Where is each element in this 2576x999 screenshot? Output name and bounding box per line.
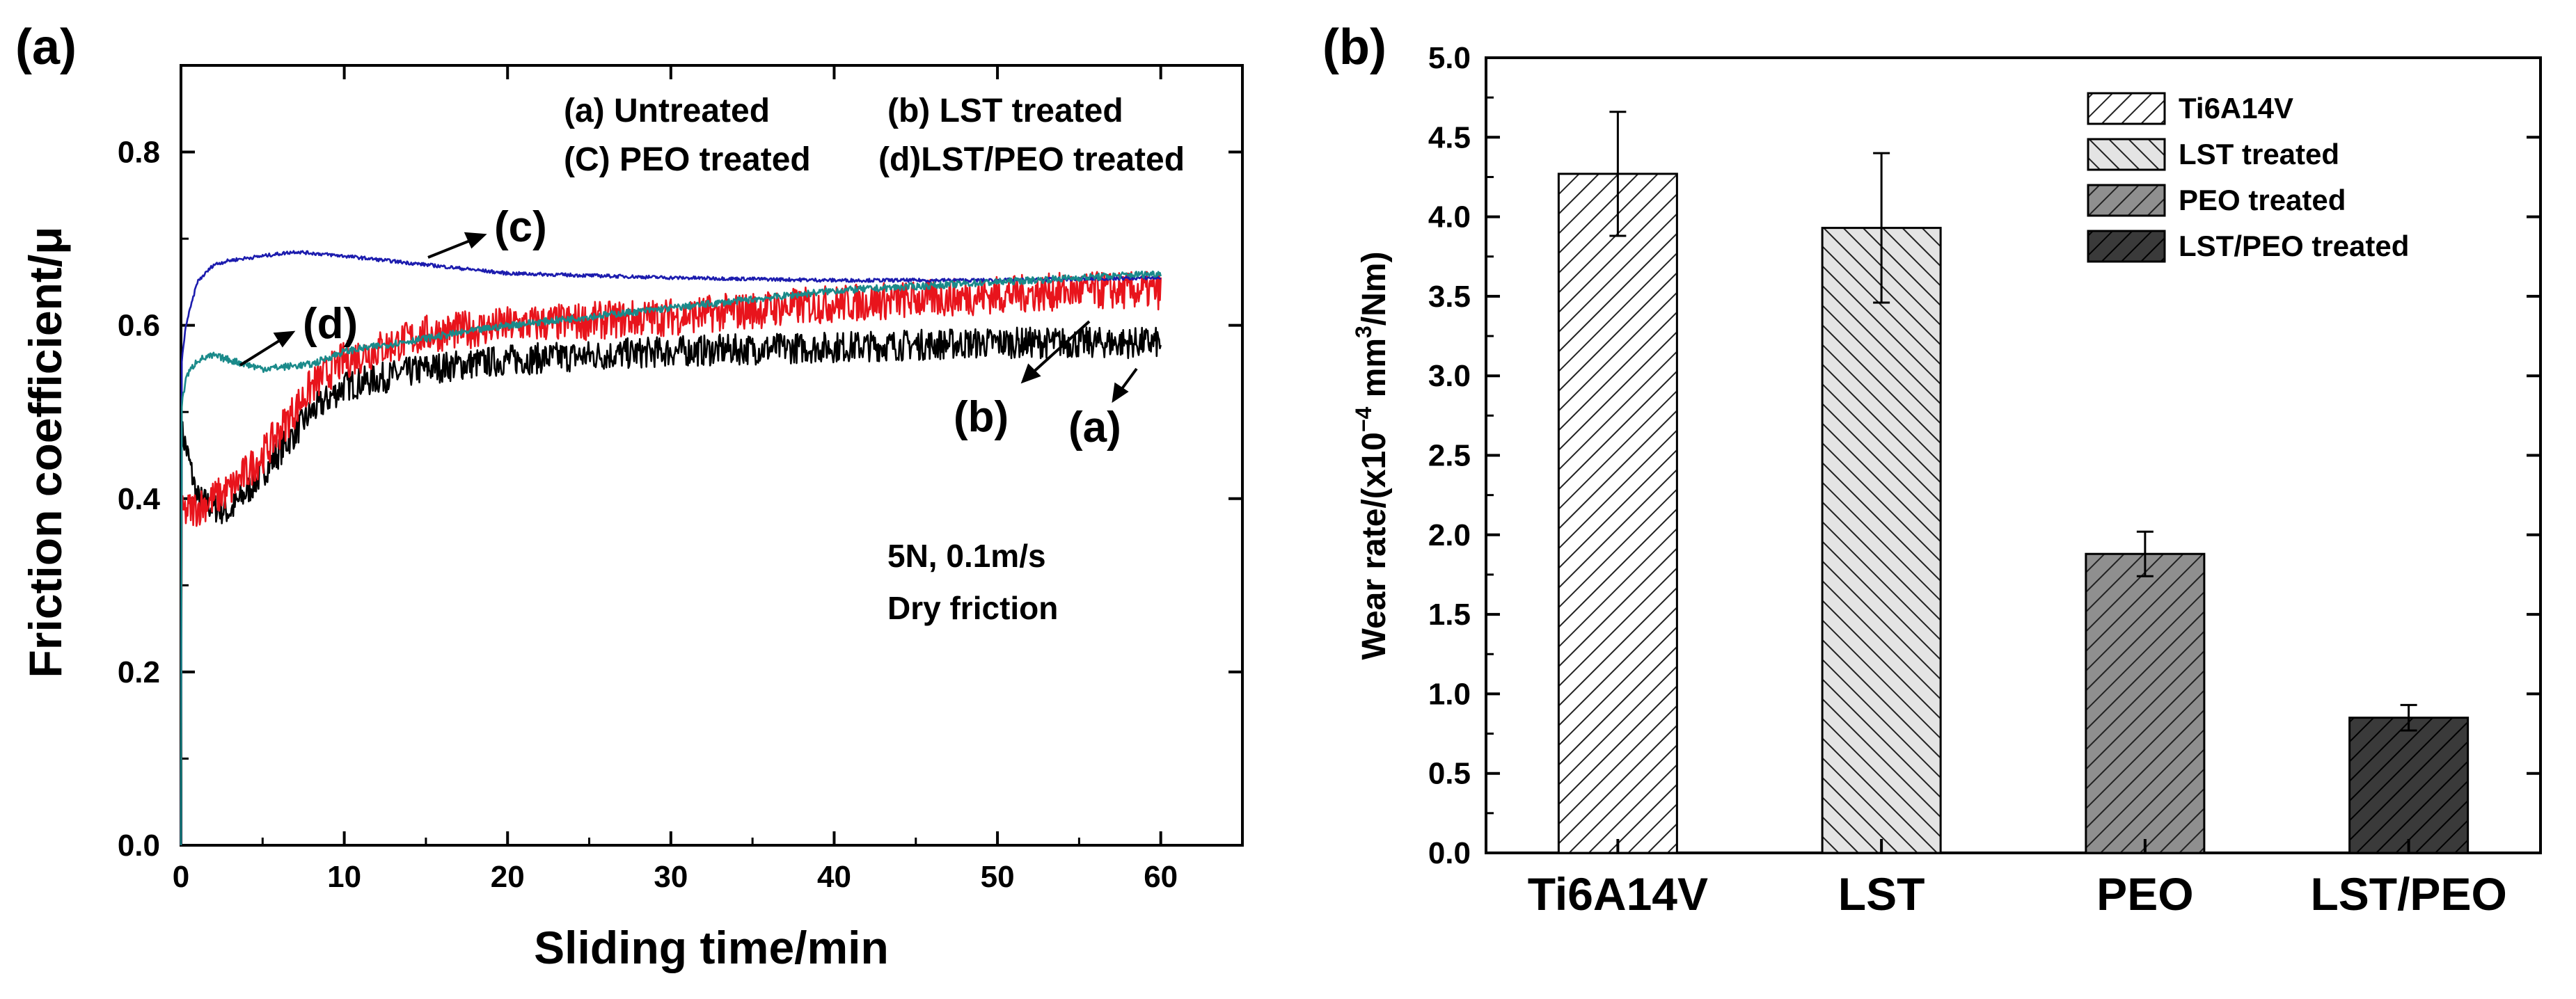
y-tick-label-b: 5.0	[1428, 41, 1471, 75]
y-tick-label-b: 4.5	[1428, 120, 1471, 154]
legend-swatch-lst-peo	[2087, 230, 2166, 263]
category-label-2: PEO	[2096, 868, 2193, 920]
y-tick-label-a: 0.6	[118, 309, 160, 343]
x-tick-label-a: 10	[327, 860, 361, 894]
x-axis-label-a: Sliding time/min	[534, 922, 889, 973]
condition-dry-friction: Dry friction	[887, 590, 1058, 626]
legend-text-lst: (b) LST treated	[887, 93, 1123, 129]
y-tick-label-a: 0.2	[118, 655, 160, 689]
x-tick-label-a: 60	[1144, 860, 1178, 894]
bar-0	[1557, 173, 1678, 854]
legend-b: Ti6A14V LST treated PEO treated LST/PEO …	[2087, 92, 2409, 263]
arrow-b-head	[1020, 363, 1041, 384]
arrow-c-head	[464, 232, 487, 249]
series-line-0	[180, 326, 1162, 846]
legend-text-peo: (C) PEO treated	[564, 141, 811, 178]
y-tick-label-b: 3.5	[1428, 280, 1471, 314]
condition-load-speed: 5N, 0.1m/s	[887, 538, 1046, 574]
legend-label-lst-peo: LST/PEO treated	[2179, 230, 2409, 262]
x-tick-label-a: 0	[173, 860, 189, 894]
y-axis-label-b: Wear rate/(x10−4 mm3/Nm)	[1351, 252, 1393, 660]
wear-bars: Ti6A14V LST PEO LST/PEO	[1528, 111, 2507, 920]
series-line-1	[180, 271, 1162, 846]
legend-swatch-lst	[2087, 138, 2166, 171]
y-tick-label-a: 0.0	[118, 829, 160, 863]
curve-label-c: (c)	[494, 203, 547, 251]
legend-label-lst: LST treated	[2179, 138, 2339, 170]
y-tick-label-b: 0.5	[1428, 757, 1471, 791]
legend-text-lst-peo: (d)LST/PEO treated	[878, 141, 1185, 178]
panel-b-label: (b)	[1322, 19, 1386, 75]
panel-a-label: (a)	[15, 19, 77, 75]
curve-label-d: (d)	[303, 300, 358, 348]
y-axis-label-a: Friction coefficient/μ	[19, 226, 71, 678]
y-tick-label-b: 2.0	[1428, 518, 1471, 552]
plot-a-frame	[180, 64, 1244, 847]
curve-label-b: (b)	[954, 393, 1009, 441]
bar-1	[1821, 227, 1942, 854]
panel-a: (a) 0 10 20 30 40 50 60 0.0 0.2 0.4 0.6 0.8 (a) Unt…	[15, 19, 1244, 973]
y-tick-label-b: 3.0	[1428, 359, 1471, 393]
series-line-3	[180, 270, 1162, 846]
y-tick-label-b: 1.0	[1428, 677, 1471, 711]
y-tick-label-b: 2.5	[1428, 439, 1471, 473]
x-tick-label-a: 30	[654, 860, 688, 894]
category-label-0: Ti6A14V	[1528, 868, 1708, 920]
legend-swatch-ti6a14v	[2087, 92, 2166, 125]
panel-b: (b) 0.0 0.5 1.0 1.5 2.0 2.5 3.0 3.5 4.0 4.5 5.0 Ti…	[1322, 19, 2542, 920]
y-tick-label-b: 4.0	[1428, 200, 1471, 234]
x-tick-label-a: 40	[817, 860, 851, 894]
y-tick-label-b: 1.5	[1428, 598, 1471, 632]
x-tick-label-a: 20	[491, 860, 525, 894]
category-label-1: LST	[1838, 868, 1925, 920]
arrow-a-head	[1112, 382, 1129, 403]
x-tick-label-a: 50	[981, 860, 1015, 894]
category-label-3: LST/PEO	[2310, 868, 2506, 920]
bar-2	[2085, 552, 2206, 854]
legend-label-ti6a14v: Ti6A14V	[2179, 92, 2293, 125]
y-tick-label-a: 0.4	[118, 482, 161, 516]
legend-label-peo: PEO treated	[2179, 184, 2346, 216]
legend-text-untreated: (a) Untreated	[564, 93, 770, 129]
friction-curves	[180, 250, 1162, 846]
y-tick-label-b: 0.0	[1428, 836, 1471, 870]
curve-label-a: (a)	[1068, 403, 1121, 451]
y-tick-label-a: 0.8	[118, 136, 160, 170]
bar-3	[2348, 717, 2470, 854]
legend-swatch-peo	[2087, 184, 2166, 217]
arrow-d-head	[273, 330, 296, 348]
